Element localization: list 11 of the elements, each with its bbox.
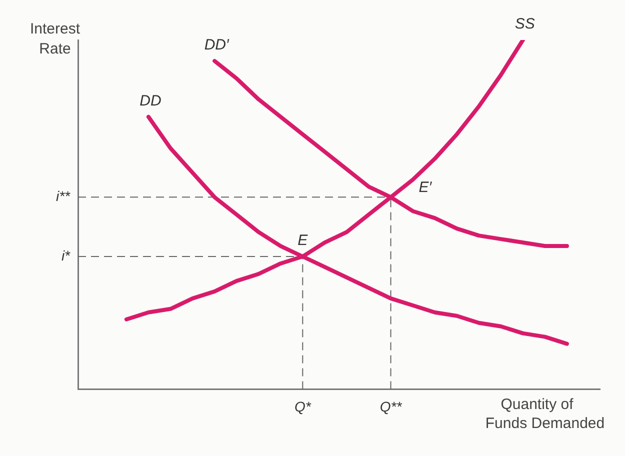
series-label: DD′ <box>204 36 230 54</box>
x-tick-label: Q** <box>380 398 402 414</box>
annotation: E′ <box>418 178 433 196</box>
annotation: E <box>298 232 309 250</box>
x-axis-title: Quantity of Funds Demanded <box>485 396 605 432</box>
y-axis-title: Interest Rate <box>30 20 81 58</box>
series-label: DD <box>140 92 162 110</box>
ref-line-label: i** <box>56 188 71 204</box>
series-label: SS <box>514 16 535 33</box>
ref-line-label: i* <box>61 247 71 264</box>
x-tick-label: Q* <box>294 398 312 414</box>
